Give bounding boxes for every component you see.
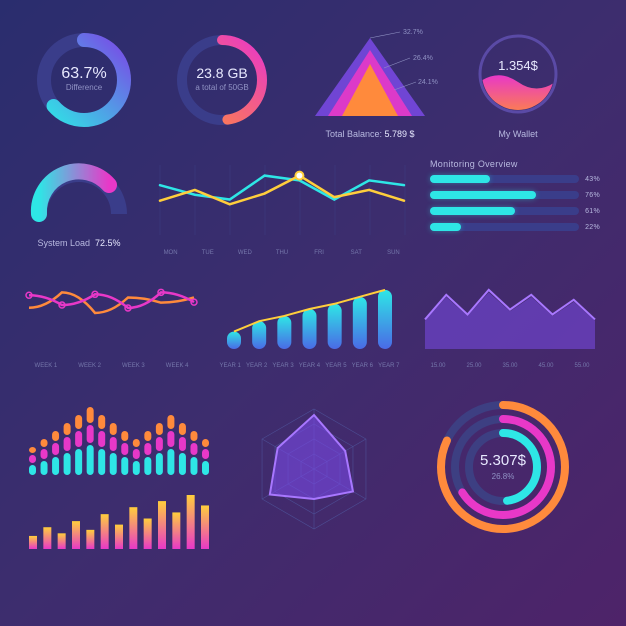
hbar-row: 76% bbox=[430, 191, 600, 199]
radar-chart bbox=[232, 389, 397, 557]
difference-donut: 63.7% Difference bbox=[24, 28, 144, 139]
pyr-l1: 26.4% bbox=[413, 55, 433, 62]
storage-donut: 23.8 GB a total of 50GB bbox=[162, 28, 282, 139]
svg-text:26.8%: 26.8% bbox=[492, 472, 515, 481]
wallet-widget: 1.354$ My Wallet bbox=[458, 28, 578, 139]
wave-chart: WEEK 1WEEK 2WEEK 3WEEK 4 bbox=[24, 276, 199, 369]
donut2-label: a total of 50GB bbox=[195, 83, 248, 92]
row-1: 63.7% Difference 23.8 GB a total of 50GB… bbox=[24, 28, 602, 139]
wallet-value: 1.354$ bbox=[498, 58, 539, 73]
hbar-row: 61% bbox=[430, 207, 600, 215]
yearly-bars: YEAR 1YEAR 2YEAR 3YEAR 4YEAR 5YEAR 6YEAR… bbox=[217, 276, 402, 369]
pyramid-chart: 32.7% 26.4% 24.1% Total Balance: 5.789 $ bbox=[300, 28, 440, 139]
donut1-value: 63.7% bbox=[61, 65, 106, 82]
weekly-line-chart: MONTUEWEDTHUFRISATSUN bbox=[152, 159, 412, 256]
concentric-rings: 5.307$ 26.8% bbox=[415, 389, 590, 557]
pyr-l2: 24.1% bbox=[418, 79, 438, 86]
gauge-label: System Load 72.5% bbox=[24, 238, 134, 248]
system-load-gauge: System Load 72.5% bbox=[24, 159, 134, 256]
row-2: System Load 72.5% MONTUEWEDTHUFRISATSUN … bbox=[24, 159, 602, 256]
wallet-label: My Wallet bbox=[458, 129, 578, 139]
row-4: 5.307$ 26.8% bbox=[24, 389, 602, 557]
monitoring-overview: Monitoring Overview 43% 76% 61% 22% bbox=[430, 159, 600, 256]
pyramid-caption: Total Balance: 5.789 $ bbox=[300, 129, 440, 139]
pyr-l0: 32.7% bbox=[403, 29, 423, 36]
donut1-label: Difference bbox=[66, 83, 103, 92]
donut2-value: 23.8 GB bbox=[196, 65, 247, 81]
stacked-column bbox=[24, 389, 214, 557]
hbar-row: 22% bbox=[430, 223, 600, 231]
row-3: WEEK 1WEEK 2WEEK 3WEEK 4 YEAR 1YEAR 2YEA… bbox=[24, 276, 602, 369]
hbar-row: 43% bbox=[430, 175, 600, 183]
hbars-title: Monitoring Overview bbox=[430, 159, 600, 169]
area-chart: 15.0025.0035.0045.0055.00 bbox=[420, 276, 600, 369]
svg-text:5.307$: 5.307$ bbox=[480, 452, 527, 469]
